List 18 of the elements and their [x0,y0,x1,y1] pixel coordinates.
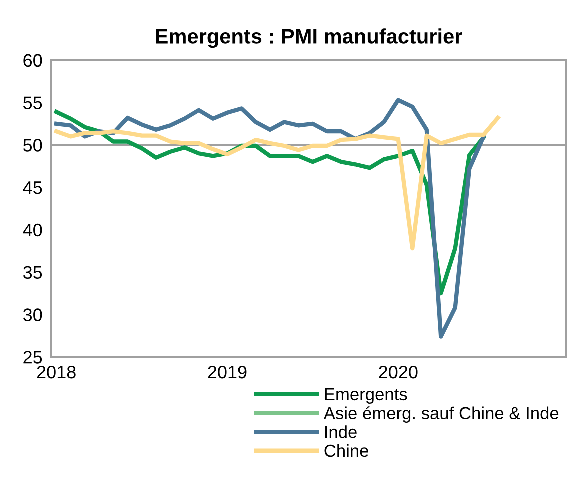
y-tick-label: 40 [23,224,42,237]
line-series [54,116,500,251]
x-tick-label: 2019 [208,366,247,379]
x-tick-label: 2020 [379,366,418,379]
y-tick-label: 30 [23,308,42,322]
legend-label: Inde [325,426,357,438]
y-tick-label: 55 [24,96,42,110]
y-tick-label: 35 [23,266,42,280]
y-tick-label: 60 [24,54,42,68]
legend-label: Chine [324,444,368,458]
y-tick-label: 50 [24,139,42,152]
y-tick-label: 25 [24,351,42,364]
legend-label: Emergents [325,388,408,404]
line-series [54,98,486,339]
chart-title: Emergents : PMI manufacturier [156,28,462,48]
legend-label: Asie émerg. sauf Chine & Inde [324,406,559,423]
x-tick-label: 2018 [37,366,76,379]
y-tick-label: 45 [23,182,42,194]
